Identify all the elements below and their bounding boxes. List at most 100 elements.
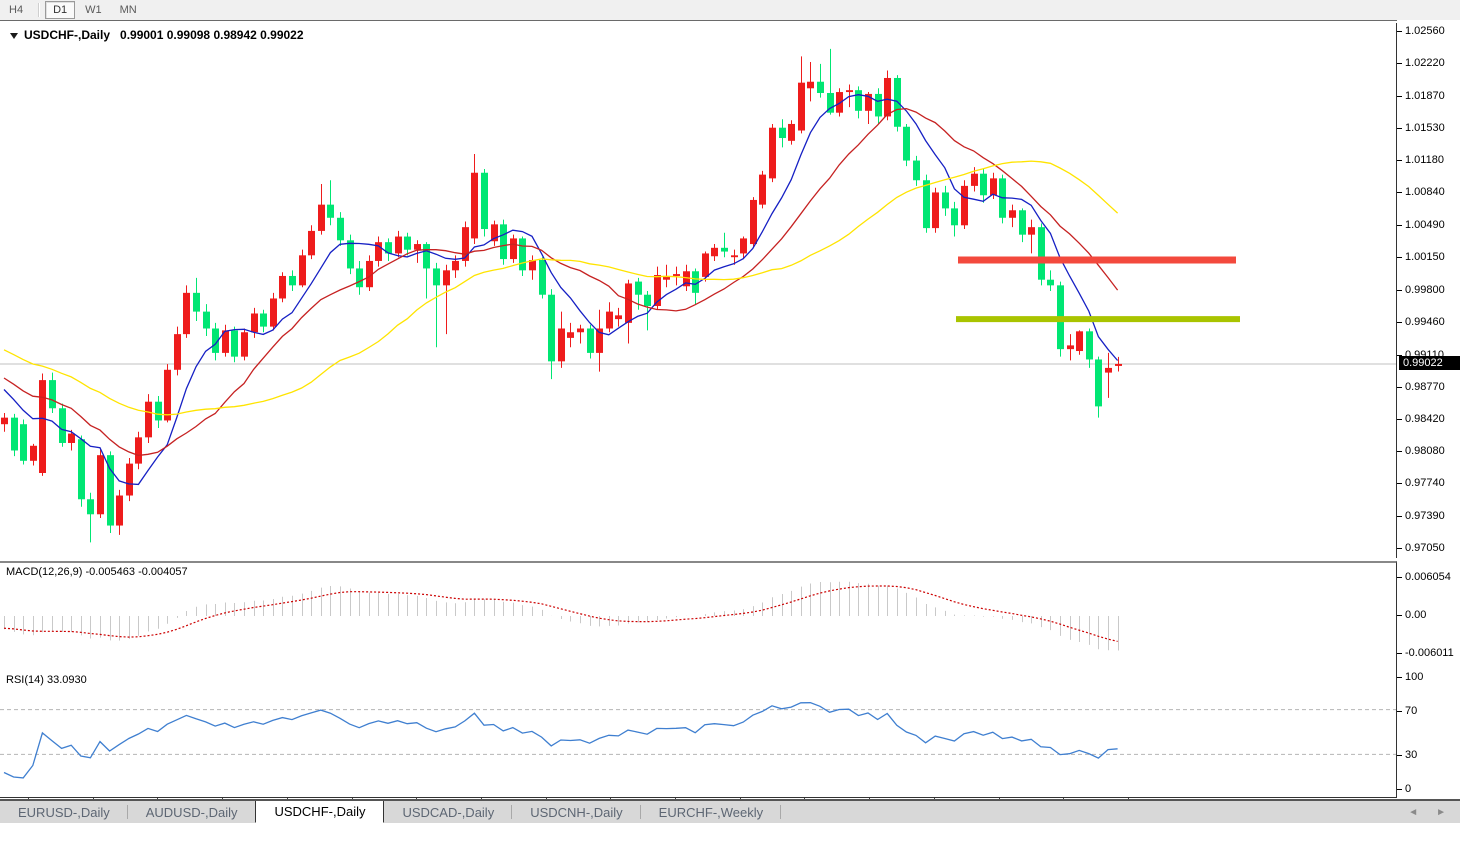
resistance-ray[interactable] <box>958 256 1236 264</box>
tab-separator <box>639 805 641 819</box>
candle <box>1115 356 1122 372</box>
rsi-chart[interactable] <box>0 671 1396 797</box>
macd-axis-label: 0.006054 <box>1405 571 1451 583</box>
candle <box>30 443 37 466</box>
rsi-axis-label: 30 <box>1405 749 1418 762</box>
candle <box>68 429 75 451</box>
price-axis-label: 0.99460 <box>1405 315 1445 328</box>
price-panel[interactable]: USDCHF-,Daily 0.99001 0.99098 0.98942 0.9… <box>0 23 1397 558</box>
price-axis-label: 0.99800 <box>1405 283 1445 296</box>
candle <box>779 119 786 148</box>
candle <box>596 309 603 372</box>
candle <box>183 285 190 338</box>
macd-panel[interactable]: MACD(12,26,9) -0.005463 -0.004057 <box>0 561 1397 672</box>
chart-tab-eurusd[interactable]: EURUSD-,Daily <box>0 801 128 823</box>
candle <box>702 251 709 282</box>
candle <box>260 309 267 333</box>
candle <box>49 372 56 413</box>
candle <box>443 264 450 335</box>
candle <box>539 257 546 299</box>
candle <box>625 279 632 344</box>
price-tick <box>1397 160 1402 162</box>
candle <box>817 63 824 98</box>
rsi-panel[interactable]: RSI(14) 33.0930 <box>0 671 1397 798</box>
candle <box>903 123 910 167</box>
candle <box>222 324 229 357</box>
candle <box>135 431 142 470</box>
price-axis-label: 0.97390 <box>1405 510 1445 523</box>
rsi-tick <box>1397 789 1402 790</box>
current-price-badge: 0.99022 <box>1399 355 1460 370</box>
candle <box>279 272 286 303</box>
price-tick <box>1397 127 1402 129</box>
candle <box>644 290 651 331</box>
price-axis-label: 0.98420 <box>1405 413 1445 426</box>
candle <box>404 232 411 256</box>
price-axis-label: 1.01870 <box>1405 89 1445 102</box>
candle <box>1095 356 1102 418</box>
candle <box>299 249 306 288</box>
macd-axis-label: -0.006011 <box>1405 646 1454 659</box>
timeframe-toolbar: H4 D1 W1 MN <box>0 0 1460 21</box>
price-tick <box>1397 321 1402 323</box>
candle <box>116 489 123 535</box>
tab-scroll-right-icon[interactable]: ► <box>1436 806 1446 818</box>
chart-tab-usdcnh[interactable]: USDCNH-,Daily <box>512 801 641 823</box>
candle <box>519 236 526 276</box>
support-ray[interactable] <box>956 316 1240 323</box>
candle <box>164 364 171 423</box>
candle <box>308 225 315 260</box>
timeframe-button-w1[interactable]: W1 <box>85 4 102 16</box>
candle <box>999 174 1006 224</box>
price-tick <box>1397 31 1402 32</box>
candle <box>807 62 814 102</box>
candle <box>798 56 805 134</box>
candle <box>510 234 517 263</box>
macd-chart[interactable] <box>0 563 1396 671</box>
timeframe-button-mn[interactable]: MN <box>119 4 137 16</box>
candle <box>942 185 949 216</box>
candle <box>1009 204 1016 228</box>
candle <box>39 373 46 476</box>
candle <box>1067 334 1074 361</box>
candle <box>1019 208 1026 243</box>
candle <box>481 168 488 237</box>
candle <box>740 236 747 260</box>
symbol-label: USDCHF-,Daily <box>24 28 111 42</box>
candle <box>414 240 421 263</box>
price-tick <box>1397 548 1402 549</box>
candle <box>894 75 901 132</box>
chart-tab-usdcad[interactable]: USDCAD-,Daily <box>384 801 513 823</box>
candle <box>78 435 85 507</box>
price-axis-label: 1.00150 <box>1405 251 1445 264</box>
candle <box>59 403 66 447</box>
price-axis-label: 1.00840 <box>1405 186 1445 199</box>
candle <box>606 302 613 333</box>
timeframe-button-d1[interactable]: D1 <box>45 1 76 19</box>
price-axis[interactable]: 1.02560 1.02220 1.01870 1.01530 1.01180 1.008… <box>1397 20 1460 820</box>
candle <box>145 394 152 443</box>
tab-scroll-left-icon[interactable]: ◄ <box>1408 806 1419 818</box>
candle <box>193 277 200 321</box>
candle <box>212 322 219 361</box>
candle <box>836 88 843 117</box>
timeframe-button-h4[interactable]: H4 <box>9 4 24 16</box>
candle <box>980 168 987 203</box>
price-tick <box>1397 386 1402 388</box>
candle <box>923 174 930 233</box>
tab-separator <box>511 805 513 819</box>
chart-tab-audusd[interactable]: AUDUSD-,Daily <box>145 804 238 820</box>
candlestick-chart[interactable] <box>0 23 1396 558</box>
toolbar-separator <box>38 3 41 17</box>
price-axis-label: 1.02560 <box>1405 25 1445 37</box>
chart-tab-eurchf[interactable]: EURCHF-,Weekly <box>641 801 782 823</box>
rsi-tick <box>1397 677 1402 678</box>
rsi-axis-label: 100 <box>1405 671 1424 683</box>
candle <box>1076 330 1083 355</box>
price-axis-label: 1.01180 <box>1405 154 1444 167</box>
candle <box>769 123 776 183</box>
chart-tab-bar: EURUSD-,Daily AUDUSD-,Daily USDCHF-,Daily U… <box>0 799 1460 823</box>
chart-tab-usdchf[interactable]: USDCHF-,Daily <box>255 801 385 823</box>
ma-line-32 <box>3 160 1119 416</box>
macd-signal-line <box>3 585 1118 642</box>
